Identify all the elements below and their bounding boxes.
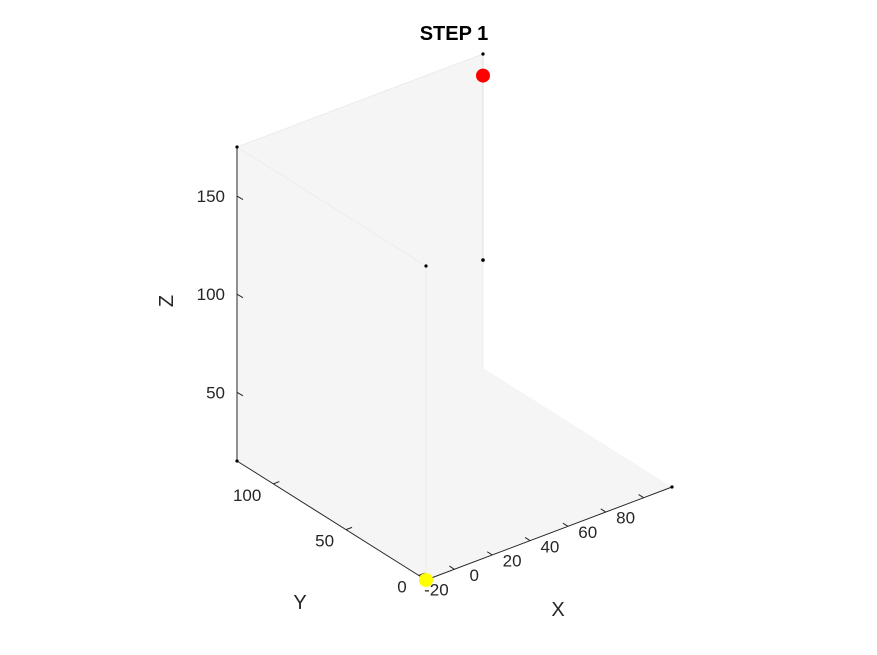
y-tick xyxy=(345,526,353,531)
x-tick-label: 20 xyxy=(503,552,522,571)
box-edge xyxy=(236,146,427,267)
z-tick xyxy=(236,195,244,200)
x-tick-label: 80 xyxy=(616,509,635,528)
box-edge xyxy=(236,53,484,148)
box-corner-marker xyxy=(670,485,674,489)
x-tick xyxy=(449,565,455,570)
box-corner-marker xyxy=(235,459,239,463)
x-tick xyxy=(638,494,644,499)
x-tick-label: 40 xyxy=(540,537,559,556)
x-tick xyxy=(524,537,531,542)
z-axis-label: Z xyxy=(156,295,178,307)
z-tick xyxy=(236,391,244,397)
box-corner-marker xyxy=(424,264,428,268)
y-tick-label: 50 xyxy=(315,532,334,551)
x-tick-label: 60 xyxy=(578,523,597,542)
xz-back-pane xyxy=(237,54,483,461)
data-point xyxy=(476,68,490,83)
y-tick-label: 100 xyxy=(233,486,261,505)
z-tick-label: 100 xyxy=(197,285,225,304)
chart-title: STEP 1 xyxy=(420,23,489,45)
z-tick xyxy=(236,293,244,299)
top-tick-marker xyxy=(481,52,485,56)
z-tick-label: 50 xyxy=(206,383,225,402)
data-point xyxy=(481,258,485,262)
x-tick xyxy=(486,551,493,556)
data-point xyxy=(419,573,433,587)
z-tick-label: 150 xyxy=(197,187,225,206)
x-tick-label: 0 xyxy=(469,566,478,585)
xy-floor-pane xyxy=(237,368,672,580)
x-axis-line xyxy=(425,486,673,581)
x-tick xyxy=(600,508,607,513)
x-axis-label: X xyxy=(551,599,564,621)
y-axis-line xyxy=(236,460,427,581)
x-tick xyxy=(562,522,569,527)
y-axis-label: Y xyxy=(293,592,306,614)
y-tick-label: 0 xyxy=(397,577,406,596)
x-tick-label: -20 xyxy=(424,580,449,599)
y-tick xyxy=(273,481,280,485)
box-corner-marker xyxy=(235,145,239,149)
